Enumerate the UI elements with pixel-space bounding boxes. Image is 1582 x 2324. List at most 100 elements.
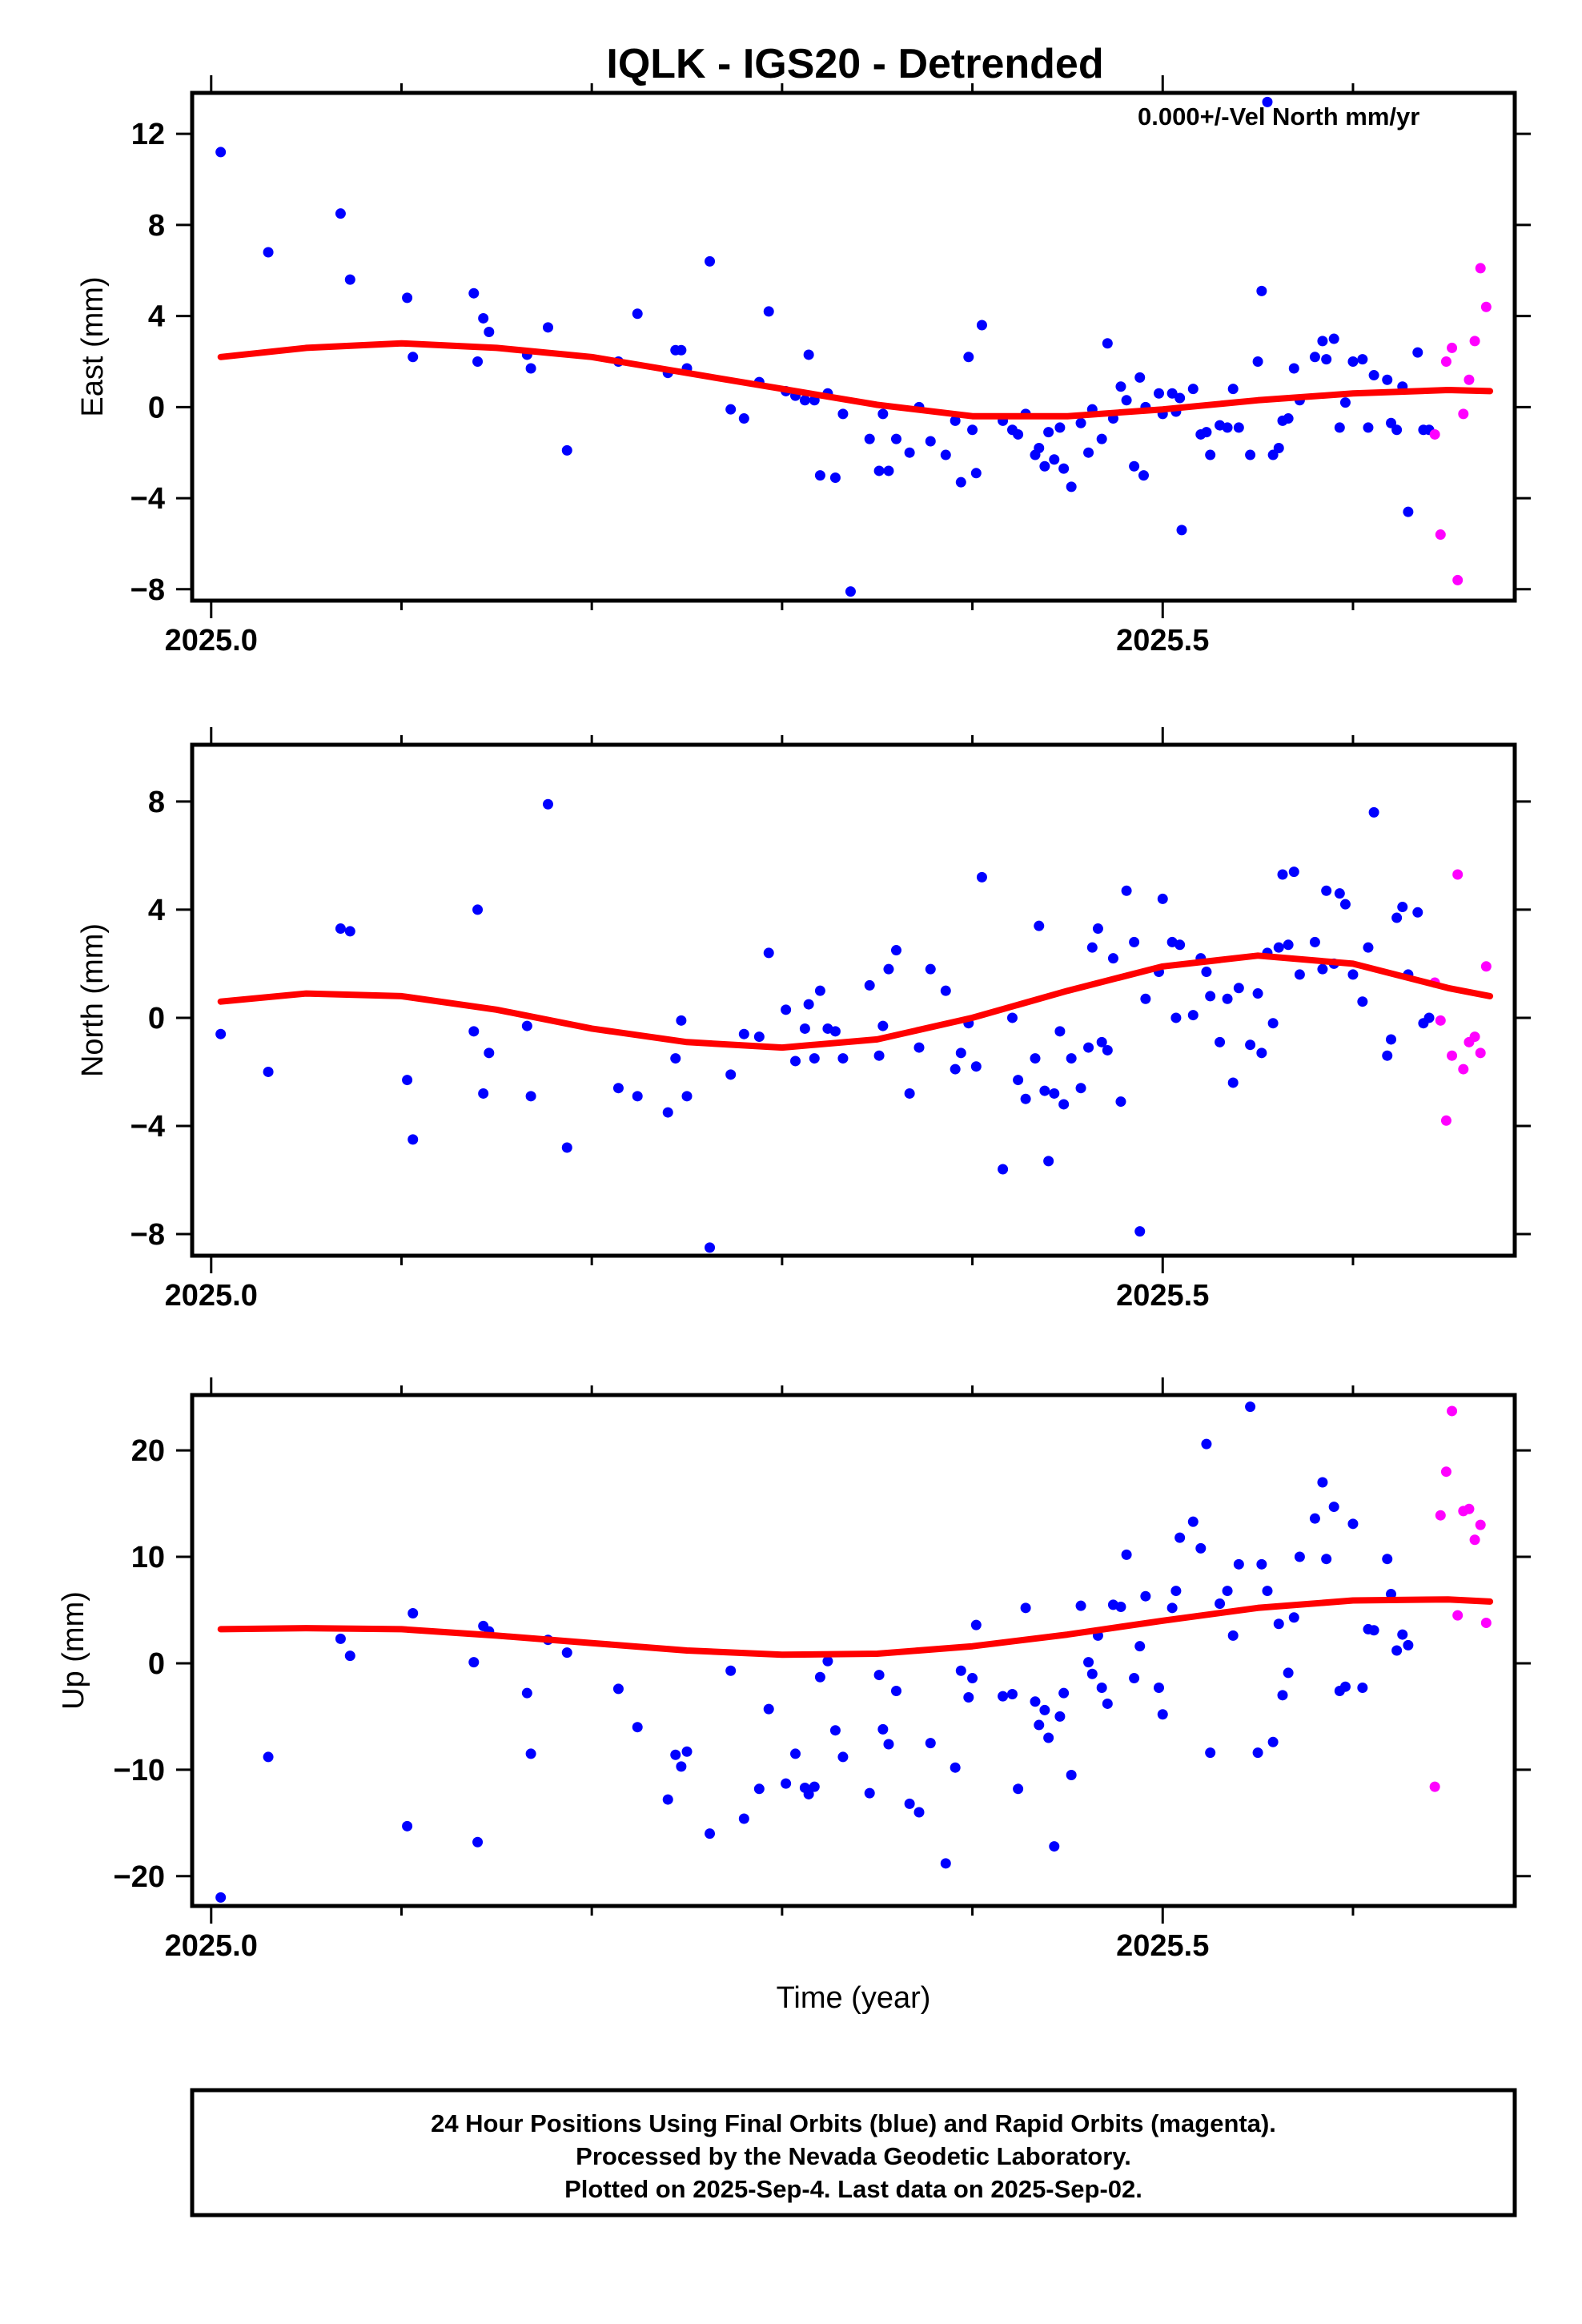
y-tick-label: 8 <box>148 786 165 819</box>
final-orbit-point <box>1321 885 1332 896</box>
final-orbit-point <box>1066 481 1077 493</box>
final-orbit-point <box>1157 1709 1168 1720</box>
final-orbit-point <box>963 352 974 363</box>
final-orbit-point <box>950 415 961 426</box>
final-orbit-point <box>525 363 536 374</box>
final-orbit-point <box>1363 422 1374 433</box>
final-orbit-point <box>1154 388 1165 399</box>
final-orbit-point <box>335 923 346 935</box>
final-orbit-point <box>925 436 936 447</box>
final-orbit-point <box>1058 1099 1070 1110</box>
final-orbit-point <box>263 1066 274 1077</box>
rapid-orbit-point <box>1452 1610 1464 1621</box>
final-orbit-point <box>1245 1401 1256 1413</box>
east-panel: 2025.0 2025.5 −8 −4 0 4 8 12 East (mm) <box>76 75 1531 657</box>
final-orbit-point <box>263 1751 274 1763</box>
final-orbit-point <box>1233 1558 1244 1570</box>
final-orbit-point <box>1058 463 1070 474</box>
final-orbit-point <box>402 292 413 304</box>
final-orbit-point <box>1092 923 1103 935</box>
final-orbit-point <box>612 1683 624 1695</box>
final-orbit-point <box>799 395 810 406</box>
final-orbit-point <box>1054 1711 1066 1722</box>
final-orbit-point <box>1328 333 1339 344</box>
final-orbit-point <box>1328 1502 1339 1513</box>
final-orbit-point <box>883 465 894 476</box>
footer-line-2: Processed by the Nevada Geodetic Laborat… <box>576 2142 1131 2170</box>
final-orbit-point <box>1083 1042 1094 1053</box>
y-axis-label: East (mm) <box>76 276 110 416</box>
final-orbit-point <box>1256 1558 1267 1570</box>
final-orbit-point <box>864 1787 875 1799</box>
final-orbit-point <box>1013 428 1024 440</box>
final-orbit-point <box>809 1781 820 1792</box>
final-orbit-point <box>1006 1012 1018 1023</box>
final-orbit-point <box>1154 1683 1165 1694</box>
final-orbit-point <box>1054 1026 1066 1037</box>
final-orbit-point <box>1317 1477 1328 1488</box>
final-orbit-point <box>967 1673 978 1684</box>
final-orbit-point <box>1166 388 1178 399</box>
final-orbit-point <box>1034 1719 1045 1731</box>
final-orbit-point <box>1385 417 1396 428</box>
rapid-orbit-point <box>1435 1510 1446 1521</box>
final-orbit-point <box>1368 1625 1379 1636</box>
final-orbit-point <box>1115 1602 1126 1613</box>
final-orbit-point <box>1288 1612 1299 1623</box>
final-orbit-point <box>814 1671 825 1683</box>
final-orbit-point <box>1339 397 1351 408</box>
final-orbit-point <box>561 1647 572 1659</box>
final-orbit-point <box>632 1722 643 1733</box>
x-tick-label: 2025.5 <box>1116 624 1209 657</box>
final-orbit-point <box>1262 96 1273 107</box>
y-tick-label: −20 <box>114 1860 165 1894</box>
y-tick-label: −8 <box>130 573 165 607</box>
y-axis-label: North (mm) <box>76 923 110 1077</box>
final-orbit-point <box>1086 942 1098 953</box>
x-tick-label: 2025.0 <box>165 1929 258 1963</box>
final-orbit-point <box>1233 983 1244 994</box>
final-orbit-point <box>829 1725 841 1736</box>
final-orbit-point <box>1030 1696 1041 1707</box>
final-orbit-point <box>1273 942 1284 953</box>
y-tick-label: 4 <box>148 300 165 334</box>
final-orbit-point <box>967 424 978 436</box>
rapid-orbit-point <box>1452 574 1464 585</box>
final-orbit-point <box>1262 1586 1273 1597</box>
y-axis-label: Up (mm) <box>57 1591 90 1710</box>
rapid-orbit-point <box>1447 342 1458 353</box>
final-orbit-point <box>877 1723 889 1735</box>
final-orbit-point <box>1252 988 1263 999</box>
final-orbit-point <box>1412 907 1423 918</box>
final-orbit-point <box>1368 370 1379 381</box>
rapid-orbit-point <box>1480 1617 1492 1628</box>
plot-frame <box>190 1393 1517 1908</box>
final-orbit-point <box>1385 1034 1396 1045</box>
final-orbit-point <box>1129 1673 1140 1684</box>
final-orbit-point <box>335 1633 346 1644</box>
model-curve <box>217 1596 1494 1659</box>
final-orbit-point <box>799 1023 810 1034</box>
final-orbit-point <box>705 1242 716 1253</box>
final-orbit-point <box>1138 470 1149 481</box>
final-orbit-point <box>1309 1513 1320 1524</box>
final-orbit-point <box>1347 969 1359 980</box>
final-orbit-point <box>950 1762 961 1773</box>
final-orbit-point <box>1170 1012 1182 1023</box>
final-orbit-point <box>676 1015 687 1026</box>
final-orbit-point <box>681 1746 693 1757</box>
final-orbit-point <box>1227 384 1239 395</box>
final-orbit-point <box>215 147 227 158</box>
footer-box: 24 Hour Positions Using Final Orbits (bl… <box>190 2088 1517 2217</box>
rapid-orbit-point <box>1458 408 1469 420</box>
final-orbit-point <box>676 1761 687 1772</box>
final-orbit-point <box>976 871 987 883</box>
final-orbit-point <box>484 327 495 338</box>
final-orbit-point <box>890 1686 901 1697</box>
final-orbit-point <box>1187 384 1199 395</box>
final-orbit-point <box>1317 963 1328 975</box>
final-orbit-point <box>1283 939 1294 951</box>
final-orbit-point <box>738 413 749 424</box>
final-orbit-point <box>344 926 355 937</box>
final-orbit-point <box>1170 1586 1182 1597</box>
